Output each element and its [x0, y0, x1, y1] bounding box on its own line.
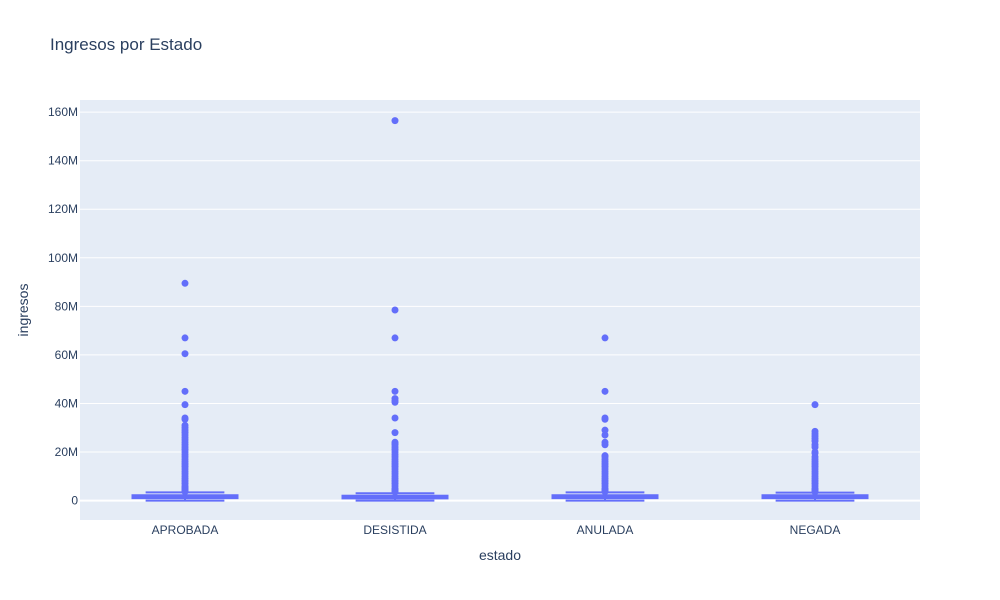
outlier-point — [181, 401, 189, 409]
outlier-point — [601, 441, 609, 449]
x-tick-labels: APROBADA DESISTIDA ANULADA NEGADA — [152, 523, 841, 537]
outlier-point — [601, 426, 609, 434]
y-tick-label: 140M — [48, 154, 78, 168]
y-tick-label: 160M — [48, 105, 78, 119]
outlier-point — [181, 488, 189, 496]
outlier-point — [391, 414, 399, 422]
outlier-point — [811, 443, 819, 451]
x-tick-label: NEGADA — [790, 523, 841, 537]
box-aprobada — [131, 279, 239, 502]
outlier-point — [601, 415, 609, 423]
outlier-point — [601, 431, 609, 439]
outlier-point — [181, 387, 189, 395]
plot-area — [80, 100, 920, 520]
y-tick-label: 0 — [71, 494, 78, 508]
y-tick-label: 60M — [55, 348, 78, 362]
outlier-point — [601, 488, 609, 496]
outlier-point — [391, 488, 399, 496]
outlier-point — [391, 117, 399, 125]
x-axis-title: estado — [479, 547, 521, 563]
outlier-point — [811, 401, 819, 409]
outlier-point — [391, 334, 399, 342]
outlier-point — [391, 398, 399, 406]
outlier-point — [811, 488, 819, 496]
y-tick-label: 80M — [55, 299, 78, 313]
outlier-point — [601, 334, 609, 342]
y-axis-title: ingresos — [15, 284, 31, 337]
outlier-point — [181, 279, 189, 287]
box-desistida — [341, 117, 449, 502]
outlier-point — [181, 415, 189, 423]
y-tick-label: 20M — [55, 445, 78, 459]
outlier-point — [181, 350, 189, 358]
outlier-point — [391, 306, 399, 314]
box-negada — [761, 401, 869, 502]
y-tick-label: 40M — [55, 396, 78, 410]
outlier-point — [601, 387, 609, 395]
outlier-point — [391, 387, 399, 395]
chart-title: Ingresos por Estado — [50, 35, 202, 54]
outlier-point — [391, 429, 399, 437]
y-tick-label: 120M — [48, 202, 78, 216]
x-tick-label: ANULADA — [577, 523, 634, 537]
y-tick-label: 100M — [48, 251, 78, 265]
box-anulada — [551, 334, 659, 502]
box-layer — [131, 117, 869, 502]
x-tick-label: DESISTIDA — [363, 523, 426, 537]
x-tick-label: APROBADA — [152, 523, 219, 537]
y-tick-labels: 0 20M 40M 60M 80M 100M 120M 140M 160M — [48, 105, 78, 507]
outlier-point — [181, 334, 189, 342]
